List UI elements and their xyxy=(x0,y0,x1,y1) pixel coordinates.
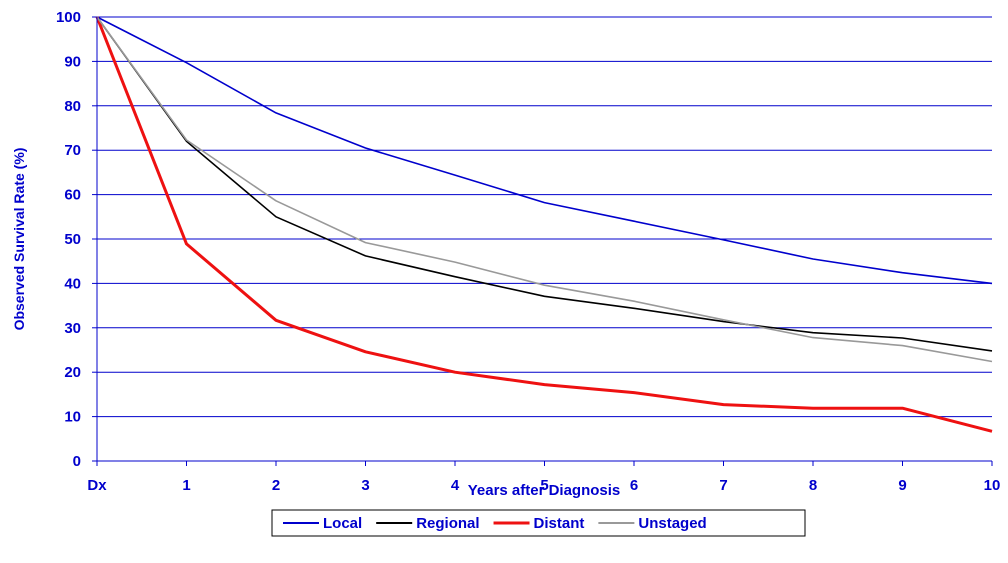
series-line-unstaged xyxy=(96,16,993,363)
x-tick-label: 10 xyxy=(984,477,1001,494)
x-tick-label: 2 xyxy=(272,477,280,494)
legend-label-distant: Distant xyxy=(534,515,585,532)
y-tick-label: 50 xyxy=(64,231,81,248)
y-tick-label: 0 xyxy=(73,453,81,470)
x-tick-label: 7 xyxy=(719,477,727,494)
legend-label-unstaged: Unstaged xyxy=(638,515,706,532)
legend-box xyxy=(271,509,806,537)
x-tick-label: 8 xyxy=(809,477,817,494)
x-axis-ticks: Dx 1 2 3 4 5 6 7 8 9 10 xyxy=(87,461,1000,494)
y-tick-label: 40 xyxy=(64,275,81,292)
y-tick-label: 20 xyxy=(64,364,81,381)
y-tick-label: 100 xyxy=(56,9,81,26)
y-axis-title: Observed Survival Rate (%) xyxy=(11,148,27,331)
series-line-local xyxy=(96,16,993,285)
series-line-regional xyxy=(96,16,993,352)
y-tick-label: 10 xyxy=(64,409,81,426)
x-tick-label: 9 xyxy=(898,477,906,494)
x-tick-label: 5 xyxy=(540,477,548,494)
x-tick-label: 6 xyxy=(630,477,638,494)
y-tick-label: 70 xyxy=(64,142,81,159)
x-tick-label: Dx xyxy=(87,477,107,494)
y-tick-label: 60 xyxy=(64,187,81,204)
y-tick-label: 80 xyxy=(64,98,81,115)
legend-label-regional: Regional xyxy=(416,515,479,532)
y-tick-label: 30 xyxy=(64,320,81,337)
series-lines xyxy=(95,16,993,433)
gridlines xyxy=(97,16,992,418)
y-tick-label: 90 xyxy=(64,53,81,70)
legend-label-local: Local xyxy=(323,515,362,532)
x-axis-title: Years after Diagnosis xyxy=(468,482,621,499)
x-tick-label: 3 xyxy=(361,477,369,494)
x-tick-label: 1 xyxy=(182,477,190,494)
x-tick-label: 4 xyxy=(451,477,460,494)
series-line-distant xyxy=(95,16,993,433)
y-axis-ticks: 0 10 20 30 40 50 60 70 80 90 100 xyxy=(56,9,97,470)
legend: Local Regional Distant Unstaged xyxy=(271,509,806,537)
